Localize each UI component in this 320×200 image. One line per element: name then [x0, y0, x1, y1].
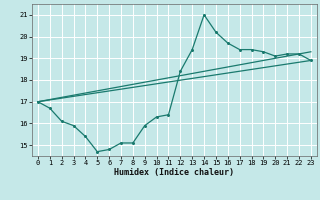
X-axis label: Humidex (Indice chaleur): Humidex (Indice chaleur) — [115, 168, 234, 177]
